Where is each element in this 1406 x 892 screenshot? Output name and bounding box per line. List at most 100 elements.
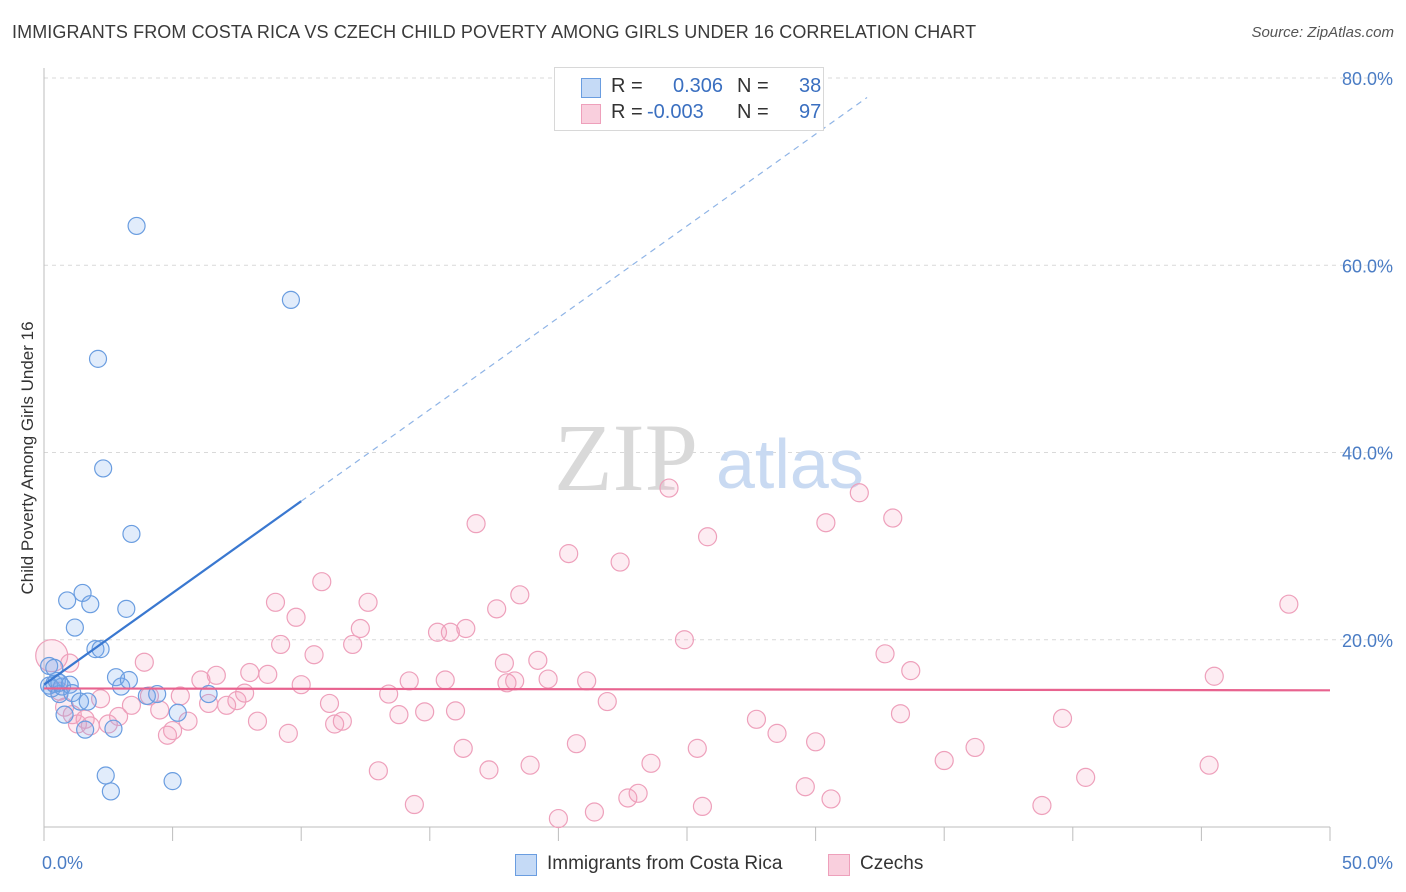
czechs-point (1032, 795, 1052, 816)
czechs-point (641, 753, 661, 773)
czechs-point (291, 675, 311, 695)
czechs-point (479, 760, 499, 780)
czechs-point (965, 737, 985, 758)
czechs-point (901, 661, 921, 681)
czechs-point (332, 711, 352, 731)
czechs-point (319, 693, 340, 714)
czechs-point (890, 704, 911, 724)
costa-rica-point (76, 720, 95, 739)
legend-swatch-pink (581, 104, 601, 124)
legend-swatch-blue (581, 78, 601, 98)
x-tick-label-max: 50.0% (1342, 853, 1393, 873)
chart-title: IMMIGRANTS FROM COSTA RICA VS CZECH CHIL… (12, 22, 977, 42)
costa-rica-point (148, 684, 167, 704)
czechs-points (35, 478, 1299, 829)
czechs-point (453, 738, 473, 758)
y-tick-labels: 20.0% 40.0% 60.0% 80.0% (1342, 69, 1393, 651)
legend-r-label: R = (611, 75, 643, 97)
watermark-zip: ZIP (554, 404, 698, 511)
czechs-point (659, 478, 679, 498)
czechs-point (548, 808, 569, 829)
costa-rica-point (168, 703, 187, 722)
czechs-point (584, 802, 605, 822)
costa-rica-point (119, 670, 138, 690)
czechs-point (240, 662, 260, 683)
costa-rica-point (96, 766, 115, 785)
czechs-point (389, 705, 409, 725)
costa-rica-point (163, 772, 182, 791)
costa-rica-points (40, 216, 301, 801)
czechs-point (368, 761, 388, 781)
czechs-point (75, 709, 95, 729)
czechs-point (163, 720, 183, 741)
czechs-point (1052, 708, 1073, 728)
czechs-point (206, 665, 226, 685)
czechs-point (510, 585, 530, 605)
czechs-point (312, 572, 332, 592)
czechs-point (227, 691, 247, 711)
czechs-point (1199, 755, 1219, 775)
czechs-point (271, 634, 291, 655)
costa-rica-point (117, 599, 136, 618)
czechs-point (816, 513, 836, 533)
grid (44, 77, 1393, 641)
costa-rica-point (81, 595, 100, 614)
czechs-point (1076, 767, 1096, 787)
legend-n-value: 97 (799, 101, 822, 123)
y-tick-label: 40.0% (1342, 444, 1393, 464)
czechs-point (235, 683, 255, 703)
costa-rica-point (199, 684, 218, 704)
czechs-trend-line (43, 687, 1331, 692)
series-label-costa-rica: Immigrants from Costa Rica (547, 853, 783, 874)
legend-n-label: N = (737, 75, 769, 97)
czechs-point (934, 750, 954, 771)
costa-rica-point (88, 349, 108, 368)
correlation-legend: R = 0.306 N = 38 R = -0.003 N = 97 (554, 67, 824, 131)
czechs-point (399, 671, 419, 691)
costa-rica-point (122, 524, 141, 544)
chart-source: Source: ZipAtlas.com (1251, 24, 1394, 41)
czechs-point (692, 796, 713, 817)
series-swatch-blue (515, 854, 537, 876)
czechs-point (520, 755, 540, 775)
czechs-point (435, 670, 455, 690)
czechs-point (494, 653, 514, 673)
y-tick-label: 60.0% (1342, 256, 1393, 276)
czechs-point (404, 794, 424, 815)
czechs-point (821, 789, 841, 809)
costa-rica-point (127, 216, 146, 236)
y-axis-label: Child Poverty Among Girls Under 16 (18, 321, 37, 594)
czechs-point (610, 552, 630, 572)
czechs-point (805, 732, 826, 752)
czechs-point (674, 630, 695, 650)
trend-lines (43, 96, 1331, 692)
czechs-point (343, 634, 363, 655)
czechs-point (358, 592, 378, 612)
costa-rica-point (101, 782, 120, 801)
czechs-point (379, 684, 399, 704)
czechs-point (628, 783, 648, 803)
costa-rica-point (104, 719, 123, 738)
watermark-atlas: atlas (716, 425, 864, 503)
czechs-point (445, 701, 466, 721)
czechs-point (286, 607, 306, 627)
series-label-czechs: Czechs (860, 853, 924, 874)
czechs-point (577, 671, 597, 691)
x-tick-label-min: 0.0% (42, 853, 83, 873)
czechs-point (98, 714, 118, 734)
czechs-point (440, 622, 460, 642)
legend-n-label: N = (737, 101, 769, 123)
legend-r-label: R = (611, 101, 643, 123)
czechs-point (415, 702, 435, 722)
czechs-point (566, 734, 587, 754)
czechs-point (559, 544, 579, 564)
y-tick-label: 20.0% (1342, 631, 1393, 651)
czechs-point (505, 671, 525, 691)
czechs-point (746, 709, 767, 729)
czechs-point (150, 700, 170, 720)
czechs-point (121, 695, 142, 715)
czechs-point (597, 691, 617, 712)
czechs-point (1204, 666, 1224, 686)
costa-rica-point (78, 692, 97, 711)
costa-rica-point (94, 459, 113, 478)
